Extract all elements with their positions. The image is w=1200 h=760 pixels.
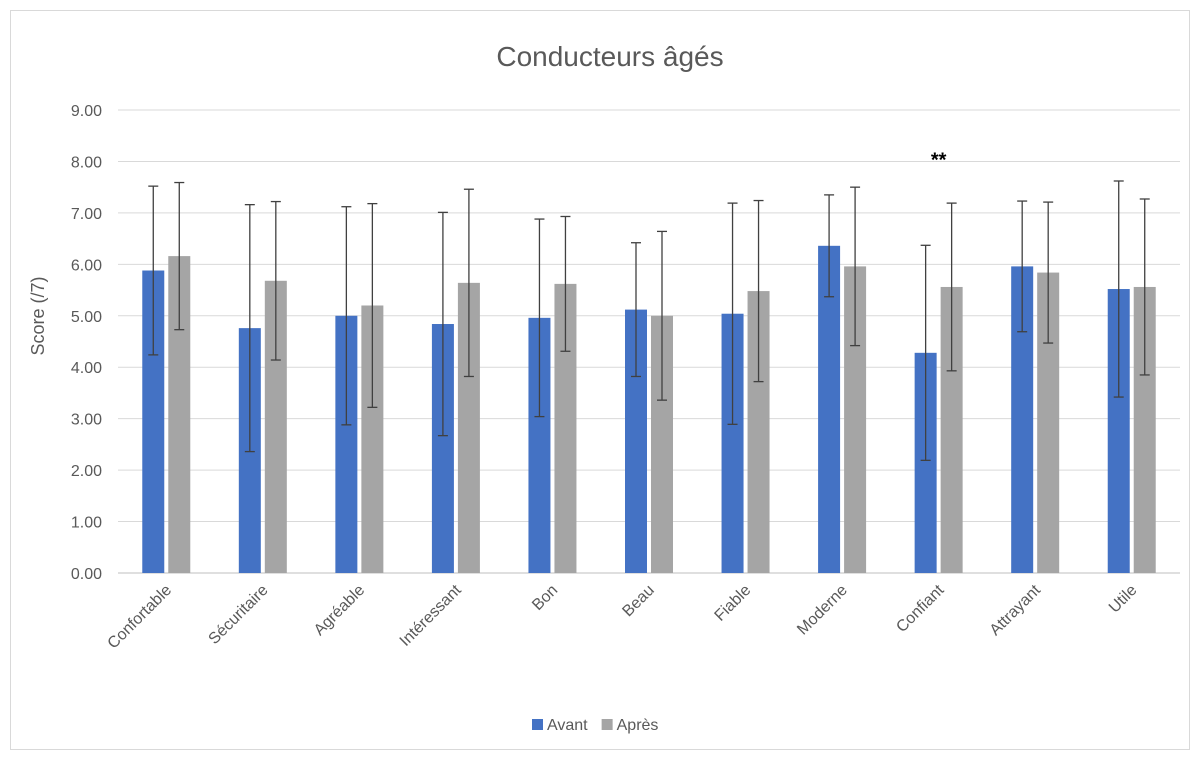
bar-aprs-10 bbox=[1133, 286, 1156, 573]
bar-aprs-4 bbox=[554, 283, 577, 573]
annotations: ** bbox=[931, 149, 947, 171]
error-bar bbox=[850, 186, 861, 347]
error-bar bbox=[463, 188, 474, 378]
error-bar bbox=[560, 215, 571, 352]
error-bar bbox=[270, 200, 281, 361]
legend-label: Avant bbox=[547, 717, 588, 734]
y-axis-label: Score (/7) bbox=[28, 276, 48, 355]
error-bar bbox=[174, 181, 185, 331]
y-tick-label: 2.00 bbox=[71, 463, 102, 480]
bar-aprs-0 bbox=[168, 256, 191, 573]
bar-avant-10 bbox=[1107, 289, 1130, 573]
x-tick-label: Confortable bbox=[105, 582, 176, 653]
bar-aprs-6 bbox=[747, 291, 770, 573]
bar-avant-9 bbox=[1011, 266, 1034, 573]
error-bar bbox=[946, 202, 957, 372]
x-tick-label: Moderne bbox=[794, 582, 851, 639]
error-bar bbox=[1113, 180, 1124, 398]
error-bar bbox=[631, 242, 641, 378]
chart-frame bbox=[10, 10, 1190, 750]
x-tick-labels: Confortable Sécuritaire Agréable Intéressan… bbox=[105, 581, 1141, 652]
x-tick-label: Fiable bbox=[712, 582, 755, 625]
error-bar bbox=[1017, 200, 1028, 333]
y-tick-label: 3.00 bbox=[71, 412, 102, 429]
error-bar bbox=[437, 211, 448, 437]
legend-swatch bbox=[532, 719, 543, 730]
error-bar bbox=[753, 199, 764, 383]
bar-aprs-2 bbox=[361, 305, 384, 573]
bar-avant-6 bbox=[721, 313, 744, 573]
bar-avant-0 bbox=[142, 270, 165, 573]
chart-title: Conducteurs âgés bbox=[496, 41, 723, 72]
legend-label: Après bbox=[617, 717, 659, 734]
x-tick-label: Agréable bbox=[311, 582, 368, 639]
bar-aprs-5 bbox=[651, 315, 673, 573]
bar-aprs-3 bbox=[457, 282, 480, 573]
x-tick-label: Bon bbox=[529, 582, 561, 614]
bar-aprs-9 bbox=[1037, 272, 1060, 573]
error-bar bbox=[341, 206, 352, 426]
gridlines bbox=[118, 109, 1180, 574]
y-tick-label: 7.00 bbox=[71, 206, 102, 223]
error-bar bbox=[1139, 198, 1150, 376]
error-bar bbox=[1043, 201, 1054, 344]
x-tick-label: Confiant bbox=[893, 581, 948, 636]
bar-aprs-1 bbox=[264, 280, 287, 573]
x-tick-label: Attrayant bbox=[987, 581, 1045, 639]
bar-avant-2 bbox=[335, 315, 358, 573]
bar-aprs-8 bbox=[940, 286, 963, 573]
x-tick-label: Beau bbox=[619, 582, 657, 620]
legend-swatch bbox=[601, 719, 613, 730]
bars bbox=[142, 245, 1156, 573]
bar-avant-5 bbox=[625, 309, 647, 573]
bar-avant-4 bbox=[528, 317, 551, 573]
y-tick-label: 8.00 bbox=[71, 154, 102, 171]
x-tick-label: Intéressant bbox=[397, 581, 465, 649]
error-bar bbox=[657, 230, 667, 401]
error-bar bbox=[824, 194, 835, 298]
bar-avant-3 bbox=[431, 324, 454, 573]
y-tick-label: 6.00 bbox=[71, 257, 102, 274]
error-bar bbox=[727, 202, 738, 425]
y-tick-label: 5.00 bbox=[71, 309, 102, 326]
bar-aprs-7 bbox=[844, 266, 867, 573]
y-tick-label: 0.00 bbox=[71, 566, 102, 583]
bar-avant-8 bbox=[914, 352, 937, 573]
y-tick-label: 1.00 bbox=[71, 515, 102, 532]
legend: Avant Après bbox=[532, 717, 658, 734]
x-tick-label: Sécuritaire bbox=[206, 582, 272, 648]
error-bar bbox=[244, 204, 255, 453]
y-tick-label: 4.00 bbox=[71, 360, 102, 377]
error-bar bbox=[367, 202, 378, 408]
bar-avant-7 bbox=[818, 245, 841, 573]
error-bar bbox=[534, 218, 545, 418]
y-tick-labels: 0.00 1.00 2.00 3.00 4.00 5.00 6.00 7.00 8.00 9.00 bbox=[71, 103, 102, 583]
y-tick-label: 9.00 bbox=[71, 103, 102, 120]
error-bar bbox=[920, 244, 931, 461]
x-tick-label: Utile bbox=[1106, 582, 1141, 617]
significance-marker: ** bbox=[931, 149, 947, 171]
error-bar bbox=[148, 185, 159, 356]
error-bars bbox=[148, 180, 1150, 461]
